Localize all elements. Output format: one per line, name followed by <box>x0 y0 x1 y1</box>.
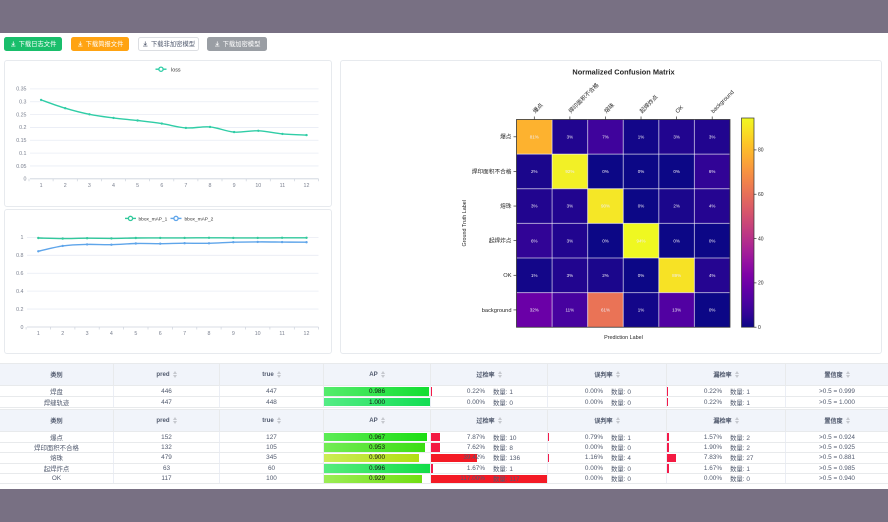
svg-text:爆点: 爆点 <box>500 132 512 140</box>
svg-text:0.1: 0.1 <box>19 150 26 156</box>
svg-text:32%: 32% <box>530 307 539 312</box>
svg-text:Normalized Confusion Matrix: Normalized Confusion Matrix <box>572 67 675 76</box>
svg-text:3%: 3% <box>567 238 574 243</box>
svg-text:60: 60 <box>758 192 764 198</box>
svg-text:OK: OK <box>675 104 685 114</box>
svg-text:2%: 2% <box>673 203 680 208</box>
svg-text:0%: 0% <box>709 238 716 243</box>
svg-text:89%: 89% <box>672 272 681 277</box>
svg-text:0%: 0% <box>709 307 716 312</box>
svg-text:7: 7 <box>184 182 187 188</box>
svg-text:81%: 81% <box>530 134 539 139</box>
svg-text:4%: 4% <box>709 272 716 277</box>
svg-text:3%: 3% <box>567 203 574 208</box>
svg-text:1%: 1% <box>638 307 645 312</box>
svg-text:熔珠: 熔珠 <box>602 100 616 114</box>
svg-text:0.8: 0.8 <box>16 253 23 259</box>
svg-text:0: 0 <box>24 176 27 182</box>
svg-text:1: 1 <box>40 182 43 188</box>
svg-text:2: 2 <box>64 182 67 188</box>
svg-text:11%: 11% <box>566 307 575 312</box>
svg-text:40: 40 <box>758 236 764 242</box>
svg-text:起焊炸点: 起焊炸点 <box>638 92 660 114</box>
svg-text:焊印面积不合格: 焊印面积不合格 <box>472 167 512 175</box>
svg-text:8: 8 <box>209 182 212 188</box>
svg-text:0%: 0% <box>673 238 680 243</box>
svg-text:0.05: 0.05 <box>16 163 26 169</box>
svg-text:0.2: 0.2 <box>19 125 26 131</box>
svg-text:0%: 0% <box>638 203 645 208</box>
svg-text:0.3: 0.3 <box>19 99 26 105</box>
svg-text:3%: 3% <box>567 134 574 139</box>
svg-text:Prediction Label: Prediction Label <box>604 335 643 341</box>
svg-text:3: 3 <box>88 182 91 188</box>
svg-text:6: 6 <box>159 331 162 337</box>
svg-text:0.35: 0.35 <box>16 86 26 92</box>
svg-text:3%: 3% <box>709 134 716 139</box>
svg-text:13%: 13% <box>672 307 681 312</box>
svg-text:92%: 92% <box>565 169 574 174</box>
svg-text:0%: 0% <box>673 169 680 174</box>
svg-text:0.2: 0.2 <box>16 307 23 313</box>
svg-text:0.25: 0.25 <box>16 112 26 118</box>
svg-text:0.4: 0.4 <box>16 289 23 295</box>
svg-text:4: 4 <box>110 331 113 337</box>
svg-text:0: 0 <box>758 325 761 331</box>
svg-text:熔珠: 熔珠 <box>500 201 512 209</box>
svg-text:bbox_mAP_1: bbox_mAP_1 <box>139 216 168 222</box>
svg-text:90%: 90% <box>601 203 610 208</box>
svg-text:0.15: 0.15 <box>16 138 26 144</box>
svg-text:0%: 0% <box>602 238 609 243</box>
svg-text:0%: 0% <box>638 272 645 277</box>
svg-text:1%: 1% <box>531 272 538 277</box>
svg-text:7: 7 <box>183 331 186 337</box>
svg-text:0%: 0% <box>602 169 609 174</box>
svg-text:loss: loss <box>171 67 181 73</box>
svg-text:11: 11 <box>279 331 285 337</box>
svg-text:6: 6 <box>160 182 163 188</box>
svg-text:11: 11 <box>280 182 286 188</box>
svg-text:80: 80 <box>758 147 764 153</box>
svg-text:焊印面积不合格: 焊印面积不合格 <box>567 80 601 114</box>
svg-text:3%: 3% <box>567 272 574 277</box>
svg-text:3%: 3% <box>673 134 680 139</box>
svg-text:6%: 6% <box>531 238 538 243</box>
svg-text:OK: OK <box>503 273 511 279</box>
svg-text:5: 5 <box>136 182 139 188</box>
svg-text:12: 12 <box>304 182 310 188</box>
svg-text:10: 10 <box>255 331 261 337</box>
svg-text:3: 3 <box>86 331 89 337</box>
svg-text:3%: 3% <box>531 203 538 208</box>
svg-text:12: 12 <box>304 331 310 337</box>
svg-text:background: background <box>710 89 735 114</box>
svg-text:Ground Truth Label: Ground Truth Label <box>462 200 468 246</box>
svg-text:background: background <box>482 307 512 313</box>
svg-text:爆点: 爆点 <box>531 100 545 114</box>
svg-text:2: 2 <box>61 331 64 337</box>
svg-text:7%: 7% <box>602 134 609 139</box>
svg-text:起焊炸点: 起焊炸点 <box>489 236 512 244</box>
svg-text:94%: 94% <box>637 238 646 243</box>
svg-text:5: 5 <box>134 331 137 337</box>
svg-text:9: 9 <box>233 182 236 188</box>
svg-text:2%: 2% <box>602 272 609 277</box>
svg-text:4%: 4% <box>709 203 716 208</box>
svg-text:61%: 61% <box>601 307 610 312</box>
svg-text:1: 1 <box>21 235 24 241</box>
svg-text:0%: 0% <box>638 169 645 174</box>
svg-text:9: 9 <box>232 331 235 337</box>
svg-text:10: 10 <box>255 182 261 188</box>
svg-text:1: 1 <box>37 331 40 337</box>
svg-text:4: 4 <box>112 182 115 188</box>
svg-text:2%: 2% <box>531 169 538 174</box>
svg-text:20: 20 <box>758 280 764 286</box>
svg-text:8: 8 <box>208 331 211 337</box>
svg-text:0.6: 0.6 <box>16 271 23 277</box>
svg-text:bbox_mAP_2: bbox_mAP_2 <box>185 216 214 222</box>
svg-text:0: 0 <box>21 325 24 331</box>
svg-text:6%: 6% <box>709 169 716 174</box>
svg-text:1%: 1% <box>638 134 645 139</box>
